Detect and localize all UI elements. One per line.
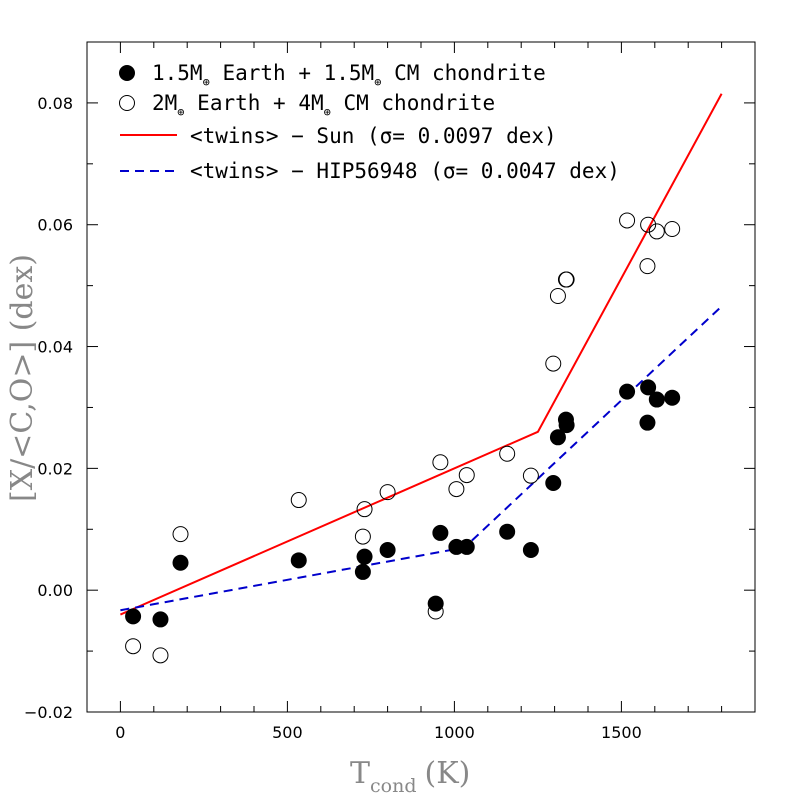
filled-data-point	[354, 563, 371, 580]
filled-data-point	[356, 548, 373, 565]
filled-data-point	[664, 389, 681, 406]
filled-data-point	[152, 611, 169, 628]
x-axis-title: Tcond (K)	[350, 756, 470, 797]
y-tick-label: 0.02	[37, 459, 73, 478]
filled-data-point	[125, 608, 142, 625]
axis-tick-labels: 0 500 1000 1500 −0.02 0.00 0.02 0.04 0.06 0.08	[24, 94, 642, 742]
open-data-point	[290, 492, 307, 509]
open-data-point	[432, 454, 449, 471]
x-tick-label: 0	[115, 723, 125, 742]
open-data-point	[639, 258, 656, 275]
open-data-point	[354, 528, 371, 545]
filled-data-point	[379, 541, 396, 558]
legend-label-series-3: <twins> − Sun (σ= 0.0097 dex)	[190, 124, 557, 148]
filled-data-point	[458, 538, 475, 555]
open-data-point	[379, 484, 396, 501]
filled-data-point	[290, 552, 307, 569]
series-line-4	[120, 305, 723, 612]
open-data-point	[545, 355, 562, 372]
y-tick-label: 0.08	[37, 94, 73, 113]
open-data-point	[172, 526, 189, 543]
open-data-point	[619, 212, 636, 229]
open-data-point	[427, 603, 444, 620]
y-tick-label: 0.00	[37, 581, 73, 600]
open-data-point	[152, 647, 169, 664]
legend-marker-open	[119, 95, 135, 111]
y-tick-label: 0.04	[37, 338, 73, 357]
open-data-point	[448, 481, 465, 498]
series-line-3	[119, 93, 723, 616]
filled-data-point	[432, 524, 449, 541]
series-points	[125, 212, 681, 664]
open-data-point	[499, 445, 516, 462]
filled-data-point	[639, 414, 656, 431]
x-tick-label: 500	[272, 723, 303, 742]
x-tick-label: 1000	[434, 723, 475, 742]
y-tick-label: −0.02	[24, 703, 73, 722]
open-data-point	[664, 220, 681, 237]
filled-data-point	[640, 379, 657, 396]
open-data-point	[648, 223, 665, 240]
filled-data-point	[545, 474, 562, 491]
open-data-point	[558, 271, 575, 288]
legend-label-series-2: 2M⊕ Earth + 4M⊕ CM chondrite	[152, 91, 495, 119]
filled-data-point	[522, 541, 539, 558]
filled-data-point	[549, 429, 566, 446]
filled-data-point	[558, 417, 575, 434]
legend-label-series-4: <twins> − HIP56948 (σ= 0.0047 dex)	[190, 159, 620, 183]
open-data-point	[356, 501, 373, 518]
y-tick-label: 0.06	[37, 216, 73, 235]
x-tick-label: 1500	[601, 723, 642, 742]
legend: 1.5M⊕ Earth + 1.5M⊕ CM chondrite 2M⊕ Ear…	[119, 61, 620, 183]
open-data-point	[458, 467, 475, 484]
open-data-point	[549, 287, 566, 304]
open-data-point	[640, 216, 657, 233]
legend-label-series-1: 1.5M⊕ Earth + 1.5M⊕ CM chondrite	[152, 61, 546, 89]
filled-data-point	[648, 391, 665, 408]
y-axis-title: [X/<C,O>] (dex)	[5, 254, 40, 502]
filled-data-point	[172, 554, 189, 571]
legend-marker-filled	[119, 65, 135, 81]
filled-data-point	[619, 383, 636, 400]
open-data-point	[522, 467, 539, 484]
open-data-point	[125, 638, 142, 655]
axis-ticks	[86, 41, 756, 713]
filled-data-point	[499, 523, 516, 540]
